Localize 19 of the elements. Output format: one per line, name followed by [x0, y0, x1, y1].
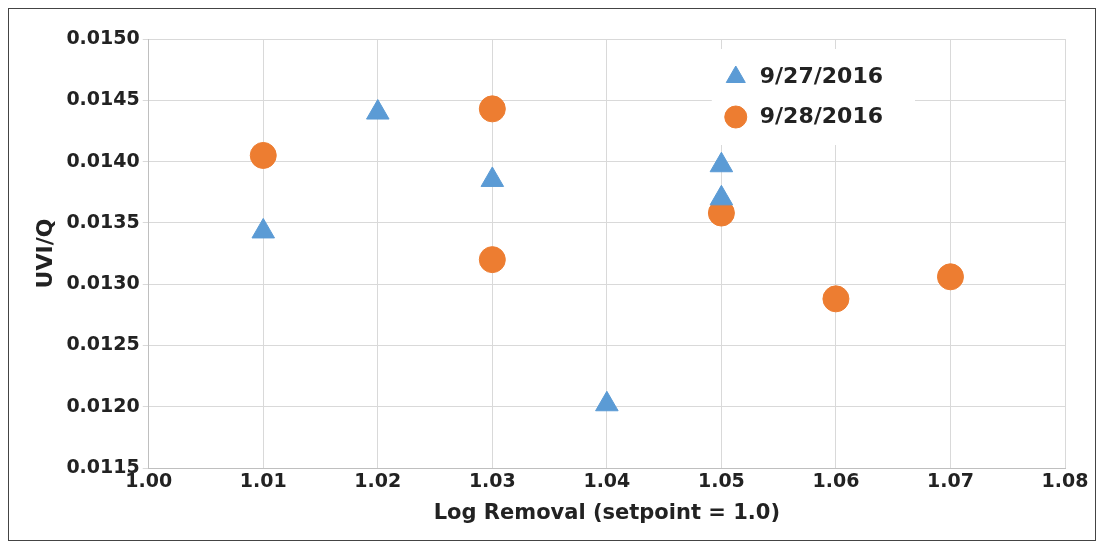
x-tick-label: 1.06: [812, 469, 860, 492]
y-tick-label: 0.0140: [66, 148, 140, 171]
legend-label: 9/28/2016: [759, 102, 884, 128]
y-tick-label: 0.0150: [66, 25, 140, 48]
x-tick-label: 1.08: [1041, 469, 1089, 492]
y-tick-label: 0.0125: [66, 332, 140, 355]
y-tick-label: 0.0120: [66, 393, 140, 416]
x-tick-label: 1.07: [927, 469, 974, 492]
y-axis-title: UVI/Q: [31, 218, 57, 289]
legend-label: 9/27/2016: [759, 62, 884, 88]
x-tick-label: 1.05: [697, 469, 745, 492]
x-tick-label: 1.01: [239, 469, 287, 492]
x-tick-label: 1.04: [583, 469, 631, 492]
x-tick-label: 1.03: [468, 469, 516, 492]
y-tick-label: 0.0145: [66, 87, 140, 110]
x-tick-label: 1.02: [354, 469, 402, 492]
y-tick-label: 0.0135: [66, 209, 140, 232]
x-axis-title: Log Removal (setpoint = 1.0): [433, 499, 781, 524]
y-tick-label: 0.0130: [66, 271, 140, 294]
